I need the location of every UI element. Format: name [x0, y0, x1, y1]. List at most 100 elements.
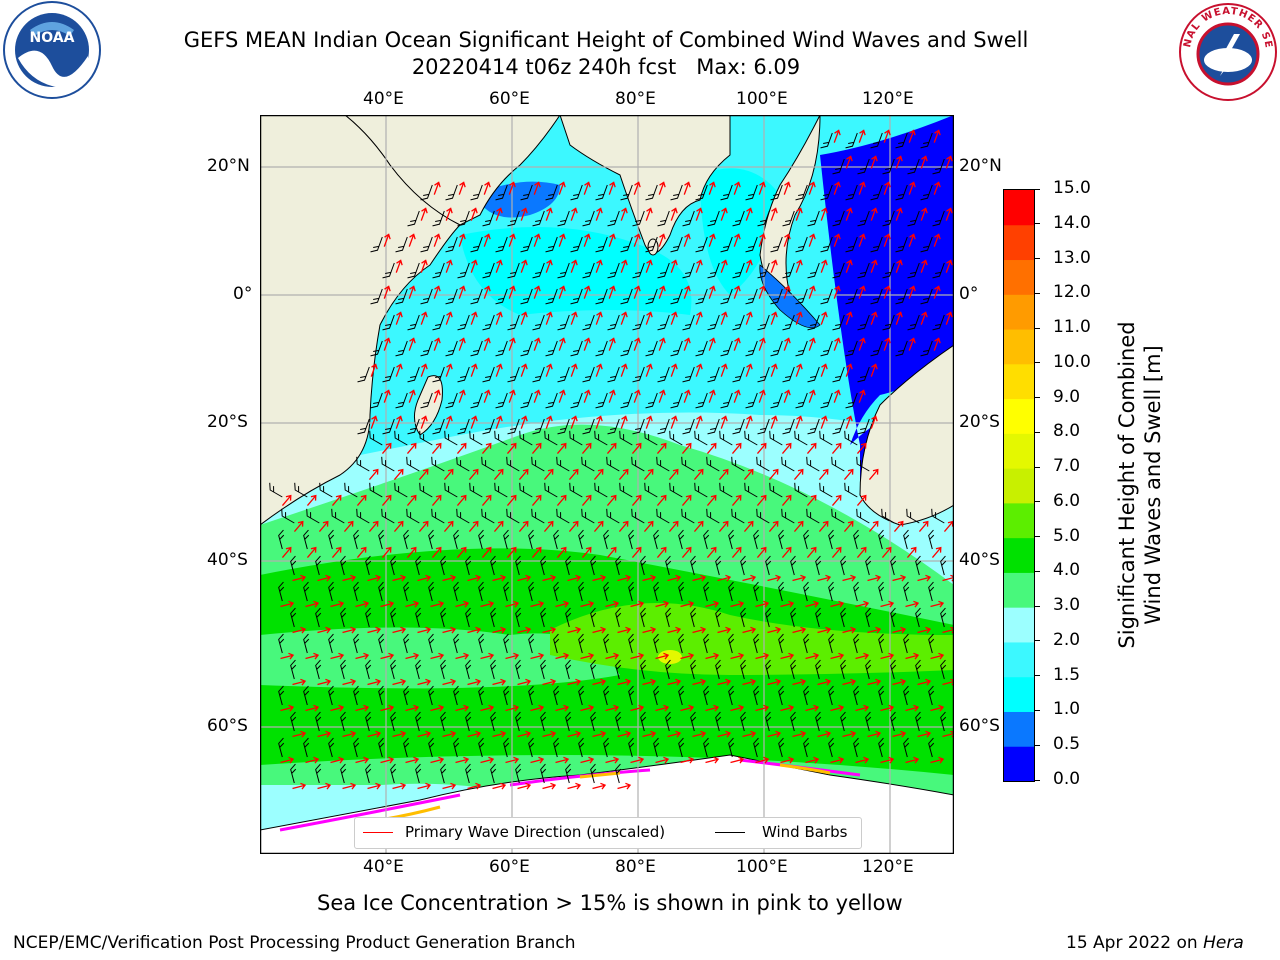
wave-direction-arrow: [455, 756, 470, 764]
wind-barb: [665, 555, 672, 576]
wind-barb: [695, 184, 708, 201]
nws-logo: NATIONAL WEATHER SERVICE: [1171, 0, 1280, 104]
wave-direction-arrow: [492, 730, 507, 738]
wind-barb: [690, 555, 697, 576]
wind-barb: [728, 737, 735, 758]
wave-direction-arrow: [481, 546, 492, 559]
wave-direction-arrow: [945, 155, 953, 169]
wind-barb: [707, 314, 720, 331]
wave-direction-arrow: [292, 626, 307, 634]
wind-barb: [832, 262, 845, 279]
wind-barb: [940, 607, 947, 628]
wind-barb: [390, 659, 397, 680]
wave-direction-arrow: [558, 181, 566, 195]
colorbar-tick-label: 13.0: [1053, 247, 1091, 268]
wave-direction-arrow: [467, 678, 482, 686]
wind-barb: [915, 555, 922, 576]
wave-direction-arrow: [492, 626, 507, 634]
wind-barb: [819, 482, 833, 498]
wave-direction-arrow: [643, 468, 654, 481]
wave-direction-arrow: [445, 259, 453, 273]
wave-direction-arrow: [808, 285, 816, 299]
wind-barb: [678, 685, 685, 706]
wave-direction-arrow: [643, 520, 654, 533]
wind-barb: [795, 184, 808, 201]
wave-direction-arrow: [656, 494, 667, 507]
wind-barb: [640, 555, 647, 576]
wind-barb: [620, 236, 633, 253]
wind-barb: [682, 366, 695, 383]
wind-barb: [753, 685, 760, 706]
wave-direction-arrow: [520, 363, 528, 377]
wind-barb: [432, 314, 445, 331]
wind-barb: [895, 236, 908, 253]
wave-direction-arrow: [281, 494, 292, 507]
wind-barb: [603, 685, 610, 706]
colorbar-tick-label: 7.0: [1053, 456, 1081, 477]
wind-barb: [907, 262, 920, 279]
wind-barb: [315, 555, 322, 576]
wave-direction-arrow: [881, 546, 892, 559]
wind-barb: [778, 737, 785, 758]
wind-barb: [557, 210, 570, 227]
wind-barb: [582, 262, 595, 279]
wind-barb: [290, 607, 297, 628]
wind-barb: [557, 262, 570, 279]
colorbar-swatch: [1004, 190, 1034, 226]
wind-barb: [778, 529, 785, 550]
wind-barb: [632, 314, 645, 331]
wave-direction-arrow: [692, 574, 707, 582]
colorbar-tick-label: 14.0: [1053, 212, 1091, 233]
wind-barb: [803, 685, 810, 706]
wind-barb: [928, 633, 935, 654]
wave-direction-arrow: [395, 311, 403, 325]
wave-direction-arrow: [380, 652, 395, 660]
wind-barb: [294, 482, 308, 498]
wind-barb: [906, 508, 920, 524]
wave-direction-arrow: [370, 363, 378, 377]
wind-barb: [828, 581, 835, 602]
map-frame: [259, 114, 955, 855]
wind-barb: [890, 555, 897, 576]
wind-barb: [528, 685, 535, 706]
wind-barb: [403, 685, 410, 706]
wind-barb: [620, 340, 633, 357]
wave-direction-arrow: [945, 207, 953, 221]
wind-barb: [670, 184, 683, 201]
wind-barb: [882, 210, 895, 227]
wave-direction-arrow: [318, 520, 329, 533]
wind-barb: [728, 529, 735, 550]
wind-barb: [581, 456, 595, 472]
colorbar-swatches: [1004, 190, 1034, 782]
wind-barb: [357, 366, 370, 383]
wave-direction-arrow: [470, 363, 478, 377]
lon-tick-bottom-100e: 100°E: [736, 857, 788, 877]
wave-direction-arrow: [830, 600, 845, 608]
wind-barb: [845, 340, 858, 357]
wind-barb: [895, 184, 908, 201]
wind-barb: [557, 366, 570, 383]
wind-barb: [407, 262, 420, 279]
wave-direction-arrow: [342, 730, 357, 738]
wave-direction-arrow: [367, 678, 382, 686]
wind-barb: [806, 508, 820, 524]
wind-barb: [419, 430, 433, 446]
sea-ice-caption: Sea Ice Concentration > 15% is shown in …: [317, 891, 903, 915]
wave-direction-arrow: [430, 756, 445, 764]
footer-date: 15 Apr 2022 on Hera: [1066, 933, 1244, 953]
wave-direction-arrow: [792, 678, 807, 686]
wind-barb: [528, 581, 535, 602]
wind-barb: [644, 482, 658, 498]
wind-barb: [744, 430, 758, 446]
wind-barb: [370, 236, 383, 253]
colorbar-tick-label: 1.5: [1053, 664, 1081, 685]
colorbar-tick-label: 12.0: [1053, 282, 1091, 303]
wave-direction-arrow: [517, 626, 532, 634]
wave-direction-arrow: [305, 704, 320, 712]
wave-direction-arrow: [393, 468, 404, 481]
wave-direction-arrow: [883, 337, 891, 351]
wind-barb: [807, 262, 820, 279]
wave-direction-arrow: [392, 574, 407, 582]
wave-direction-arrow: [433, 181, 441, 195]
wind-barb: [920, 340, 933, 357]
